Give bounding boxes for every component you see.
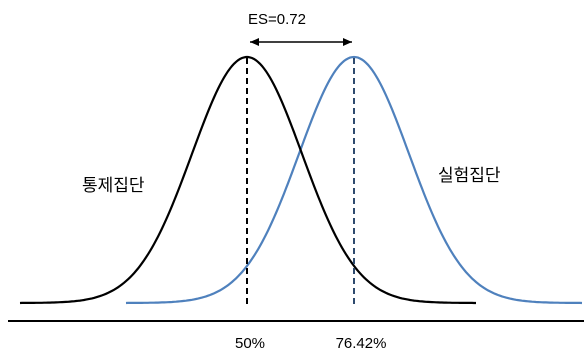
effect-size-label: ES=0.72 bbox=[248, 11, 306, 28]
experimental-group-curve bbox=[125, 55, 583, 305]
experimental-group-label: 실험집단 bbox=[438, 166, 501, 185]
control-group-label: 통제집단 bbox=[82, 176, 145, 195]
control-group-curve bbox=[19, 55, 476, 305]
experimental-percentile-label: 76.42% bbox=[336, 335, 387, 352]
control-percentile-label: 50% bbox=[235, 335, 265, 352]
